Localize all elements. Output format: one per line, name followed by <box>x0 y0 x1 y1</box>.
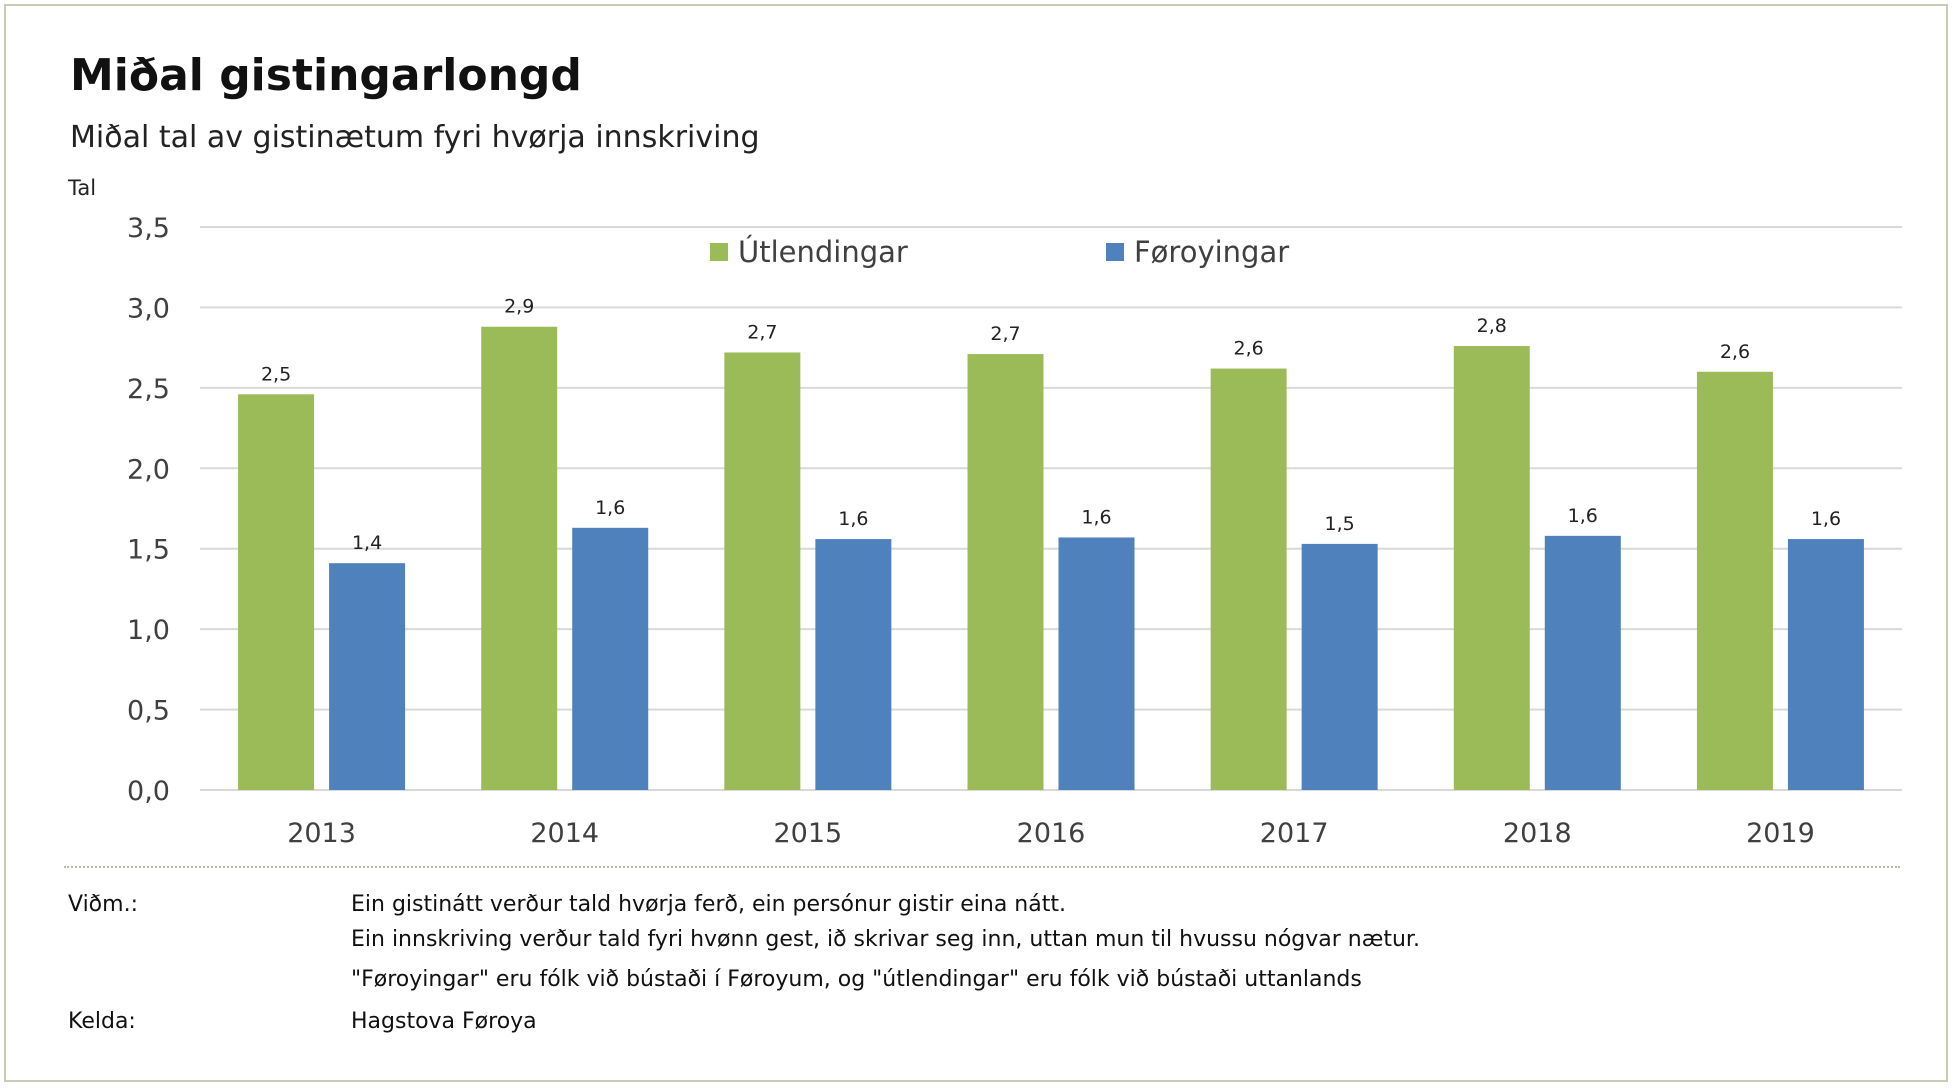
data-label: 2,6 <box>1720 341 1750 363</box>
chart-frame <box>4 4 1948 1082</box>
y-tick-label: 1,5 <box>127 535 170 566</box>
x-tick-label: 2016 <box>1017 818 1086 849</box>
bar-chart: 0,0 0,5 1,0 1,5 2,0 2,5 3,0 3,5 2,5 1,4 2013 2,9 1,6… <box>127 213 1902 849</box>
x-tick-label: 2019 <box>1746 818 1815 849</box>
note-line: "Føroyingar" eru fólk við bústaði í Føro… <box>351 967 1362 992</box>
note-line: Ein gistinátt verður tald hvørja ferð, e… <box>351 892 1066 917</box>
y-tick-label: 3,5 <box>127 213 170 244</box>
notes-label: Viðm.: <box>68 892 138 917</box>
data-label: 1,4 <box>352 532 382 554</box>
data-label: 2,9 <box>504 296 534 318</box>
data-label: 1,6 <box>595 497 625 519</box>
data-label: 2,7 <box>990 323 1020 345</box>
data-label: 2,7 <box>747 321 777 343</box>
data-label: 1,6 <box>1081 506 1111 528</box>
bar-foroyingar <box>1544 535 1621 790</box>
y-tick-label: 2,5 <box>127 374 170 405</box>
bar-utlendingar <box>1696 371 1773 790</box>
chart-subtitle: Miðal tal av gistinætum fyri hvørja inns… <box>70 120 760 155</box>
data-label: 1,5 <box>1325 513 1355 535</box>
data-label: 1,6 <box>838 508 868 530</box>
bar-utlendingar <box>481 326 558 790</box>
legend-label: Føroyingar <box>1134 235 1289 269</box>
y-tick-label: 0,0 <box>127 776 170 807</box>
x-tick-label: 2013 <box>287 818 356 849</box>
bar-foroyingar <box>1301 543 1378 790</box>
y-axis-unit-label: Tal <box>68 176 97 200</box>
divider <box>64 866 1900 868</box>
bar-foroyingar <box>1787 539 1864 790</box>
x-tick-label: 2017 <box>1260 818 1329 849</box>
data-label: 2,5 <box>261 363 291 385</box>
data-label: 1,6 <box>1811 508 1841 530</box>
bar-utlendingar <box>238 394 315 790</box>
bar-utlendingar <box>967 354 1044 790</box>
bar-utlendingar <box>1453 346 1530 790</box>
x-tick-label: 2018 <box>1503 818 1572 849</box>
chart-title: Miðal gistingarlongd <box>70 50 582 101</box>
source-label: Kelda: <box>68 1009 136 1034</box>
x-tick-label: 2014 <box>530 818 599 849</box>
y-tick-label: 1,0 <box>127 615 170 646</box>
bar-foroyingar <box>815 539 892 790</box>
legend-swatch <box>1106 243 1124 261</box>
data-label: 1,6 <box>1568 505 1598 527</box>
legend-swatch <box>710 243 728 261</box>
x-tick-label: 2015 <box>773 818 842 849</box>
source-text: Hagstova Føroya <box>351 1009 537 1034</box>
legend-label: Útlendingar <box>738 235 908 269</box>
y-tick-label: 2,0 <box>127 454 170 485</box>
bar-foroyingar <box>572 527 649 790</box>
data-label: 2,8 <box>1477 315 1507 337</box>
bar-foroyingar <box>329 563 406 790</box>
note-line: Ein innskriving verður tald fyri hvønn g… <box>351 927 1420 952</box>
y-tick-label: 3,0 <box>127 293 170 324</box>
bar-utlendingar <box>724 352 801 790</box>
data-label: 2,6 <box>1234 338 1264 360</box>
bar-utlendingar <box>1210 368 1287 790</box>
bar-foroyingar <box>1058 537 1135 790</box>
y-tick-label: 0,5 <box>127 696 170 727</box>
